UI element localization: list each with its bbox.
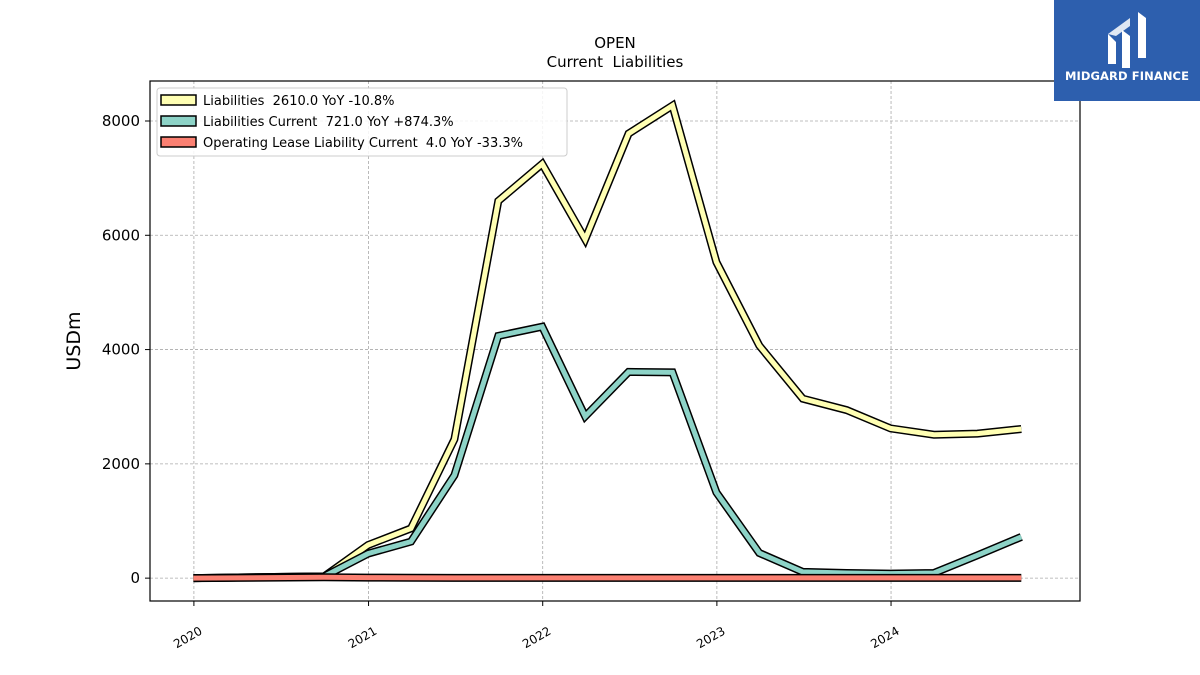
y-tick-label: 8000 — [102, 112, 140, 130]
logo-mark-icon — [1108, 12, 1146, 68]
x-tick-label: 2021 — [346, 624, 379, 651]
plot-frame — [149, 80, 1081, 602]
x-tick-label: 2020 — [171, 624, 204, 651]
x-tick-label: 2024 — [868, 624, 901, 651]
chart-title: OPEN — [594, 34, 636, 52]
series-outline — [193, 99, 1022, 583]
series-line — [193, 574, 1022, 581]
y-tick-label: 6000 — [102, 226, 140, 244]
legend-swatch — [160, 115, 197, 127]
brand-logo: MIDGARD FINANCE — [1054, 0, 1200, 101]
chart-subtitle: Current Liabilities — [547, 53, 684, 71]
legend-label: Liabilities Current 721.0 YoY +874.3% — [203, 115, 454, 130]
legend-box — [156, 87, 568, 157]
y-tick-label: 4000 — [102, 341, 140, 359]
y-axis-label: USDm — [63, 311, 85, 370]
legend-label: Operating Lease Liability Current 4.0 Yo… — [203, 136, 523, 151]
series-line — [193, 101, 1022, 581]
y-tick-label: 2000 — [102, 455, 140, 473]
series-line — [193, 323, 1023, 581]
legend-label: Liabilities 2610.0 YoY -10.8% — [203, 94, 395, 109]
y-tick-label: 0 — [130, 569, 140, 587]
logo-text: MIDGARD FINANCE — [1064, 69, 1190, 83]
series-outline — [193, 322, 1023, 583]
legend: Liabilities 2610.0 YoY -10.8% Liabilities… — [156, 87, 568, 157]
series-group — [193, 99, 1023, 583]
x-tick-label: 2022 — [520, 624, 553, 651]
x-tick-label: 2023 — [694, 624, 727, 651]
legend-swatch — [160, 94, 197, 106]
legend-swatch — [160, 136, 197, 148]
